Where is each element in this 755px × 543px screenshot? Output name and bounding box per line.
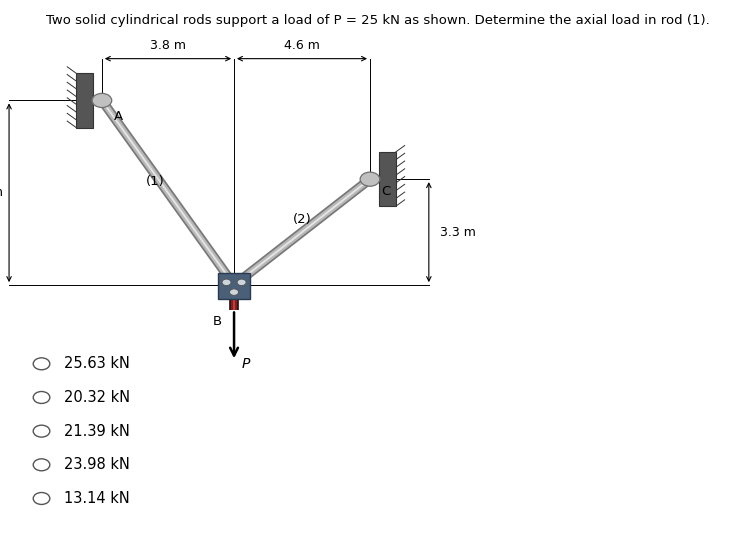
Text: 4.6 m: 4.6 m	[284, 39, 320, 52]
Circle shape	[237, 279, 246, 286]
Text: (2): (2)	[293, 213, 311, 226]
Text: 20.32 kN: 20.32 kN	[64, 390, 131, 405]
Text: 3.3 m: 3.3 m	[440, 226, 476, 238]
Circle shape	[33, 459, 50, 471]
Text: 13.14 kN: 13.14 kN	[64, 491, 130, 506]
Circle shape	[33, 392, 50, 403]
Bar	[379, 152, 396, 206]
Circle shape	[222, 279, 231, 286]
Text: B: B	[213, 315, 222, 328]
Circle shape	[33, 425, 50, 437]
Text: 21.39 kN: 21.39 kN	[64, 424, 130, 439]
Circle shape	[33, 493, 50, 504]
Text: (1): (1)	[146, 175, 164, 188]
Text: A: A	[114, 110, 123, 123]
Text: 25.63 kN: 25.63 kN	[64, 356, 130, 371]
Text: P: P	[242, 357, 250, 371]
Bar	[76, 73, 93, 128]
Text: Two solid cylindrical rods support a load of P = 25 kN as shown. Determine the a: Two solid cylindrical rods support a loa…	[45, 14, 710, 27]
Circle shape	[360, 172, 380, 186]
Text: 3.8 m: 3.8 m	[150, 39, 186, 52]
Circle shape	[33, 358, 50, 370]
Text: 23.98 kN: 23.98 kN	[64, 457, 130, 472]
Text: C: C	[381, 185, 390, 198]
Text: 5.6 m: 5.6 m	[0, 186, 3, 199]
Circle shape	[230, 289, 239, 295]
Circle shape	[92, 93, 112, 108]
Bar	[218, 273, 250, 299]
